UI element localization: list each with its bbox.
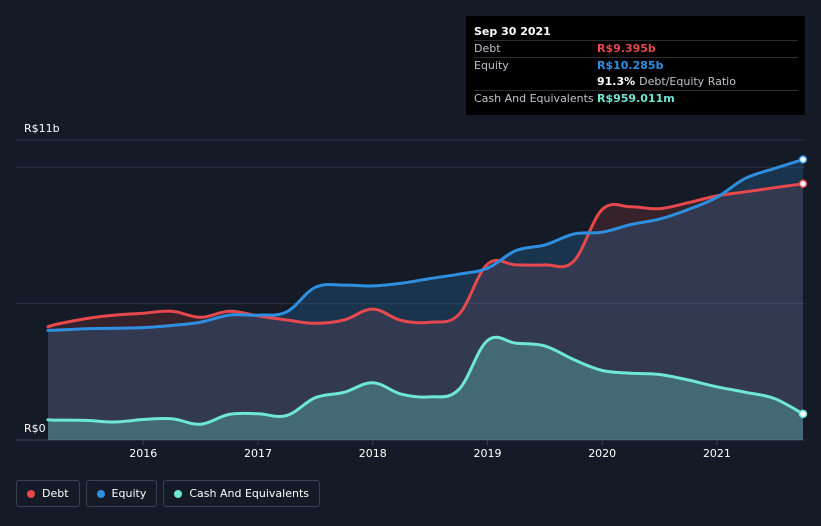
- x-tick-label-2017: 2017: [244, 447, 272, 460]
- tooltip-equity-row: Equity R$10.285b: [474, 57, 798, 74]
- legend-cash-label: Cash And Equivalents: [189, 487, 309, 500]
- tooltip-date: Sep 30 2021: [474, 25, 551, 38]
- line-cash: [46, 335, 805, 426]
- legend-item-equity[interactable]: Equity: [85, 480, 158, 507]
- tooltip-debt-row: Debt R$9.395b: [474, 40, 798, 57]
- legend-item-cash[interactable]: Cash And Equivalents: [163, 480, 320, 507]
- line-equity: [46, 158, 805, 332]
- tooltip-equity-value: R$10.285b: [597, 59, 664, 72]
- tooltip-debt-value: R$9.395b: [597, 42, 656, 55]
- cash-dot-icon: [174, 489, 183, 498]
- area-debt: [48, 183, 803, 441]
- tooltip-ratio-value: 91.3%: [597, 75, 636, 88]
- grid-layer: [16, 139, 805, 441]
- tooltip-cash-value: R$959.011m: [597, 92, 675, 105]
- axis-layer: R$11b R$0 2016 2017 2018 2019 2020 2021: [24, 122, 731, 460]
- y-axis-bottom-label: R$0: [24, 422, 46, 435]
- x-tick-label-2020: 2020: [588, 447, 616, 460]
- legend-debt-label: Debt: [42, 487, 69, 500]
- tooltip-ratio-row: 91.3% Debt/Equity Ratio: [474, 74, 798, 90]
- x-tick-label-2018: 2018: [359, 447, 387, 460]
- line-debt: [46, 182, 805, 329]
- tooltip-debt-label: Debt: [474, 42, 501, 55]
- x-tick-label-2021: 2021: [703, 447, 731, 460]
- legend-equity-label: Equity: [111, 487, 147, 500]
- x-tick-label-2016: 2016: [129, 447, 157, 460]
- debt-dot-icon: [27, 489, 35, 498]
- endpoint-cash: [798, 409, 808, 419]
- line-layer: [46, 155, 808, 426]
- tooltip-ratio-label: Debt/Equity Ratio: [639, 75, 736, 88]
- tooltip-cash-label: Cash And Equivalents: [474, 92, 594, 105]
- chart-legend: Debt Equity Cash And Equivalents: [16, 480, 326, 507]
- equity-dot-icon: [96, 489, 105, 498]
- endpoint-debt: [798, 179, 808, 189]
- tooltip-panel: Sep 30 2021 Debt R$9.395b Equity R$10.28…: [466, 16, 805, 115]
- tooltip-equity-label: Equity: [474, 59, 509, 72]
- tooltip-cash-row: Cash And Equivalents R$959.011m: [474, 90, 798, 107]
- y-axis-top-label: R$11b: [24, 122, 60, 135]
- endpoint-equity: [798, 155, 808, 164]
- legend-item-debt[interactable]: Debt: [16, 480, 80, 507]
- x-tick-label-2019: 2019: [473, 447, 501, 460]
